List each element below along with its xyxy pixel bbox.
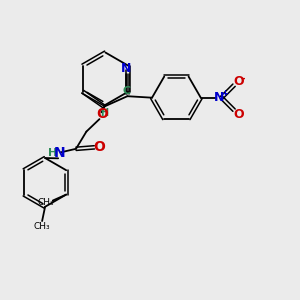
Text: O: O: [233, 74, 244, 88]
Text: H: H: [100, 108, 108, 118]
Text: H: H: [48, 148, 57, 158]
Text: O: O: [94, 140, 105, 154]
Text: N: N: [214, 91, 224, 104]
Text: CH₃: CH₃: [38, 198, 55, 207]
Text: -: -: [241, 74, 245, 84]
Text: C: C: [122, 86, 130, 96]
Text: +: +: [221, 89, 228, 98]
Text: O: O: [233, 108, 244, 121]
Text: N: N: [53, 146, 65, 160]
Text: O: O: [96, 107, 108, 121]
Text: CH₃: CH₃: [34, 222, 50, 231]
Text: N: N: [121, 62, 132, 75]
